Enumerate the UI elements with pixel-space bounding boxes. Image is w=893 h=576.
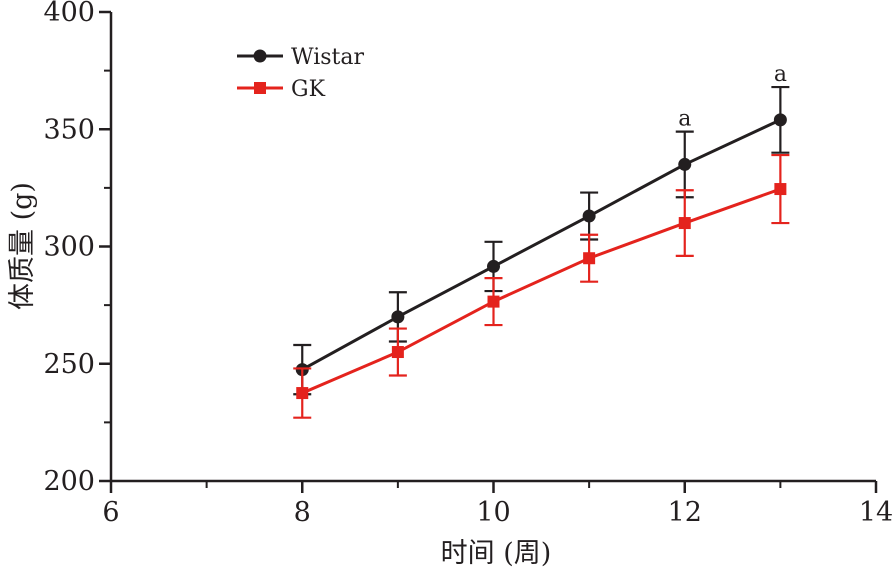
x-axis-title: 时间 (周) <box>441 538 552 569</box>
data-point <box>678 158 691 171</box>
legend-item-wistar: Wistar <box>237 45 365 70</box>
series-wistar <box>293 87 789 394</box>
series-line <box>302 120 780 370</box>
legend-marker <box>254 82 266 94</box>
data-point <box>487 260 500 273</box>
data-point <box>296 387 308 399</box>
x-tick-label: 6 <box>102 497 119 528</box>
y-tick-label: 400 <box>43 0 95 28</box>
y-axis-title: 体质量 (g) <box>7 182 38 310</box>
data-point <box>679 217 691 229</box>
x-tick-label: 14 <box>859 497 893 528</box>
data-point <box>392 346 404 358</box>
y-tick-label: 300 <box>43 232 95 263</box>
data-point <box>488 296 500 308</box>
legend-label: Wistar <box>291 45 365 70</box>
chart-container: 200 250 300 350 400 6 8 10 12 14 aa Wistar GK 时间 (… <box>0 0 893 572</box>
x-tick-label: 10 <box>476 497 510 528</box>
series-line <box>302 189 780 393</box>
significance-annotation: a <box>678 107 691 132</box>
x-tick-label: 8 <box>294 497 311 528</box>
annotations: aa <box>678 62 787 132</box>
y-tick-label: 350 <box>43 114 95 145</box>
y-tick-label: 200 <box>43 466 95 497</box>
x-tick-label: 12 <box>668 497 702 528</box>
legend-item-gk: GK <box>237 77 326 102</box>
series-gk <box>293 155 789 418</box>
y-tick-label: 250 <box>43 349 95 380</box>
legend-marker <box>254 50 267 63</box>
data-point <box>774 113 787 126</box>
significance-annotation: a <box>774 62 787 87</box>
data-point <box>583 252 595 264</box>
axes: 200 250 300 350 400 6 8 10 12 14 <box>43 0 893 528</box>
legend: Wistar GK <box>237 45 365 102</box>
line-chart: 2002503003504006 8 10 12 14 aa WistarGK 时间 (… <box>0 0 893 572</box>
data-point <box>583 210 596 223</box>
data-point <box>774 183 786 195</box>
data-point <box>391 310 404 323</box>
legend-label: GK <box>291 77 326 102</box>
series-layer <box>293 87 789 418</box>
